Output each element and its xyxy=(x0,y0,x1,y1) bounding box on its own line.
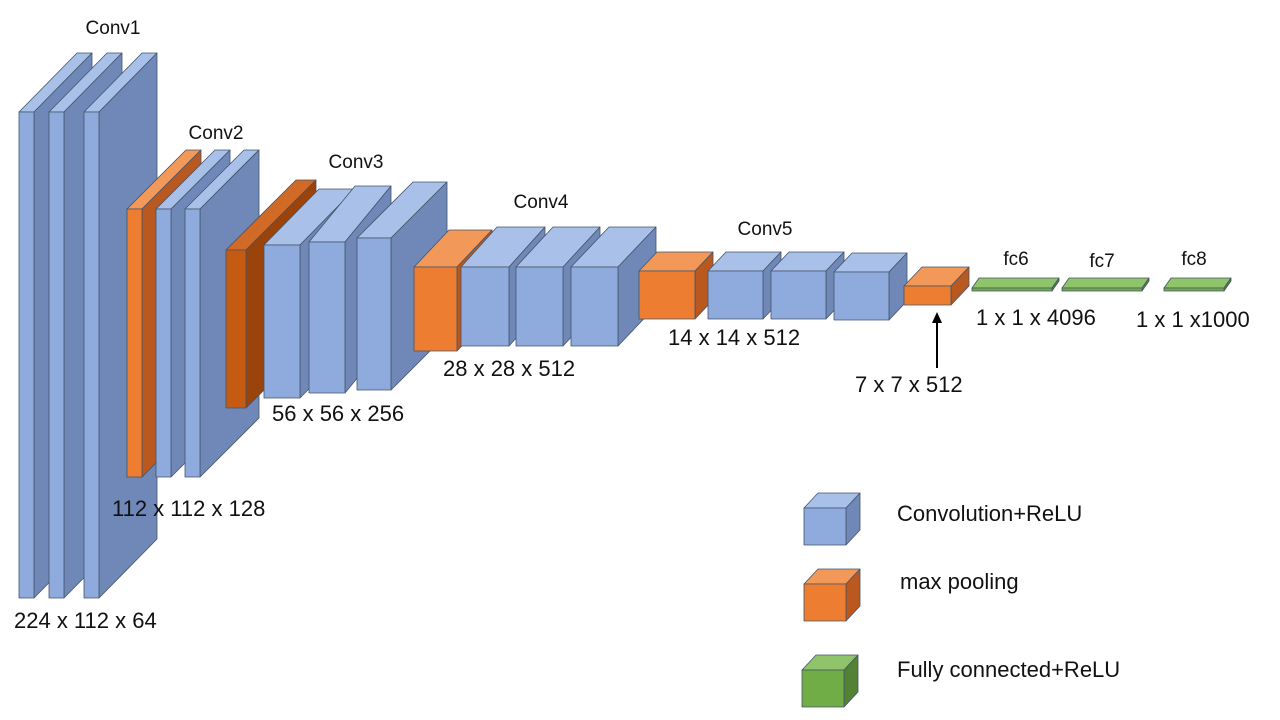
conv5-block-3 xyxy=(833,252,908,321)
conv5-pool-block-front xyxy=(638,270,696,320)
conv3-block-1-front xyxy=(263,244,301,399)
conv5-pool-block xyxy=(638,251,714,320)
conv1-block-3-front xyxy=(83,111,100,599)
fc6-block-top xyxy=(971,277,1060,289)
conv5-block-1-front xyxy=(707,270,764,320)
pool5-block-front xyxy=(903,285,952,306)
conv5-block-1 xyxy=(707,251,782,320)
conv5-label: Conv5 xyxy=(738,219,793,240)
conv1-label: Conv1 xyxy=(86,18,141,39)
layer-blocks xyxy=(18,52,1232,708)
conv3-label: Conv3 xyxy=(329,152,384,173)
pool5-arrow-head xyxy=(932,312,942,323)
conv4-block-1-front xyxy=(460,266,510,347)
conv4-block-3 xyxy=(570,226,657,347)
conv3-block-2-front xyxy=(308,241,346,394)
fc8-label: fc8 xyxy=(1181,249,1206,270)
fc7-label: fc7 xyxy=(1089,251,1114,272)
conv4-label: Conv4 xyxy=(514,192,569,213)
conv1-block-1-front xyxy=(18,111,35,599)
conv5-block-2 xyxy=(770,251,845,320)
legend-pool-swatch xyxy=(803,568,861,622)
fc7-block xyxy=(1061,277,1150,292)
fc-dimension: 1 x 1 x 4096 xyxy=(976,305,1096,330)
legend-pool-swatch-front xyxy=(803,583,847,622)
conv5-dimension: 14 x 14 x 512 xyxy=(668,325,800,350)
pool5-block xyxy=(903,266,970,306)
legend-pool-label: max pooling xyxy=(900,569,1019,594)
conv4-block-3-front xyxy=(570,266,619,347)
fc6-block xyxy=(971,277,1060,292)
fc7-block-top xyxy=(1061,277,1150,289)
conv2-label: Conv2 xyxy=(189,123,244,144)
conv5-block-2-front xyxy=(770,270,827,320)
fc8-block-front xyxy=(1163,287,1225,292)
fc6-label: fc6 xyxy=(1003,249,1028,270)
legend-conv-swatch-front xyxy=(803,507,847,546)
conv3-dimension: 56 x 56 x 256 xyxy=(272,401,404,426)
conv4-dimension: 28 x 28 x 512 xyxy=(443,356,575,381)
pool5-arrow xyxy=(932,312,942,368)
conv2-pool-block-front xyxy=(126,208,143,478)
conv2-block-1-front xyxy=(155,208,172,478)
conv3-block-3-front xyxy=(356,237,392,391)
legend-fc-swatch-front xyxy=(801,669,845,708)
conv3-pool-block-front xyxy=(225,249,247,409)
conv1-dimension: 224 x 112 x 64 xyxy=(14,608,157,633)
legend-fc-swatch xyxy=(801,654,859,708)
conv2-dimension: 112 x 112 x 128 xyxy=(112,496,265,521)
fc8-block xyxy=(1163,277,1232,292)
pool5-dimension: 7 x 7 x 512 xyxy=(855,372,963,397)
conv1-block-2-front xyxy=(48,111,65,599)
conv2-block-2-front xyxy=(184,208,201,478)
legend-fc-label: Fully connected+ReLU xyxy=(897,657,1120,682)
legend-conv-label: Convolution+ReLU xyxy=(897,501,1082,526)
conv4-block-2-front xyxy=(515,266,564,347)
conv5-block-3-front xyxy=(833,271,890,321)
fc8-block-top xyxy=(1163,277,1232,289)
legend-conv-swatch xyxy=(803,492,861,546)
fc6-block-front xyxy=(971,287,1053,292)
fc8-dimension: 1 x 1 x1000 xyxy=(1136,307,1250,332)
conv4-pool-block-front xyxy=(413,266,458,352)
fc7-block-front xyxy=(1061,287,1143,292)
